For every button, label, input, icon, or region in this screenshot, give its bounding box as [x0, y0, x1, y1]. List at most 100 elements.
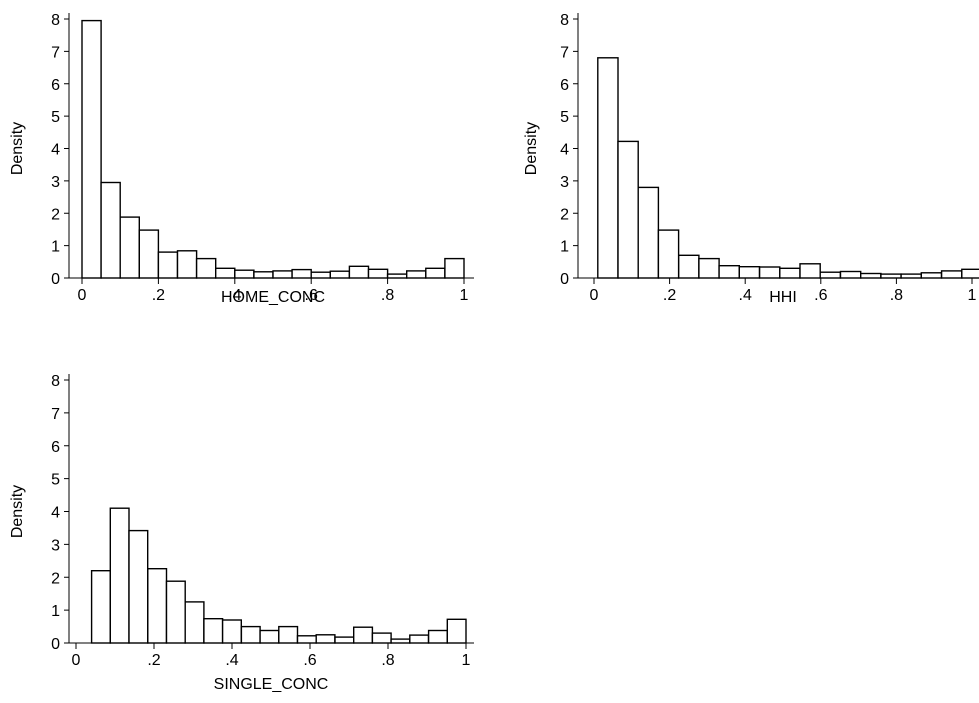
- x-tick-label: .6: [305, 287, 318, 304]
- histogram-bar: [81, 19, 102, 279]
- y-tick-label: 4: [51, 142, 60, 159]
- y-tick-label: 4: [560, 142, 569, 159]
- histogram-bar: [353, 626, 374, 644]
- histogram-bar: [819, 271, 842, 279]
- histogram-bar: [597, 57, 619, 279]
- histogram-bar: [718, 265, 740, 279]
- x-tick-label: .4: [739, 287, 752, 304]
- y-tick-label: 0: [51, 636, 60, 653]
- histogram-bar: [920, 272, 943, 279]
- histogram-bar: [109, 507, 130, 644]
- histogram-bar: [390, 638, 411, 644]
- x-tick-label: 0: [590, 287, 599, 304]
- x-tick-label: 1: [460, 287, 469, 304]
- x-axis-label: HHI: [769, 289, 797, 306]
- histogram-bar: [184, 601, 205, 644]
- histogram-bar: [278, 625, 299, 644]
- histogram-bar: [100, 181, 121, 279]
- histogram-bar: [657, 229, 680, 279]
- histogram-bar: [240, 625, 261, 644]
- histogram-bar: [386, 273, 408, 279]
- y-tick-label: 6: [51, 77, 60, 94]
- y-tick-label: 2: [51, 206, 60, 223]
- x-tick-label: 0: [72, 652, 81, 669]
- histogram-bar: [678, 254, 700, 279]
- x-tick-label: .2: [147, 652, 160, 669]
- histogram-bar: [367, 268, 389, 279]
- histogram-bar: [860, 272, 882, 279]
- histogram-bar: [253, 271, 274, 279]
- y-tick-label: 8: [51, 373, 60, 390]
- histogram-bar: [738, 266, 761, 279]
- histogram-bar: [880, 273, 902, 279]
- x-tick-label: .2: [152, 287, 165, 304]
- y-tick-label: 1: [560, 239, 569, 256]
- x-tick-label: 1: [462, 652, 471, 669]
- x-tick-label: .8: [381, 287, 394, 304]
- histogram-bar: [444, 257, 465, 279]
- histogram-bar: [425, 267, 446, 279]
- histogram-bar: [315, 634, 336, 644]
- histogram-bar: [203, 618, 224, 644]
- y-tick-label: 1: [51, 239, 60, 256]
- y-tick-label: 0: [51, 271, 60, 288]
- y-tick-label: 7: [51, 44, 60, 61]
- y-tick-label: 0: [560, 271, 569, 288]
- histogram-bar: [272, 270, 293, 279]
- histogram-bar: [291, 268, 312, 279]
- histogram-bar: [234, 269, 255, 279]
- histogram-bar: [195, 257, 217, 279]
- histogram-bar: [310, 271, 332, 279]
- y-tick-label: 4: [51, 505, 60, 522]
- histogram-bar: [409, 634, 430, 644]
- histogram-bar: [446, 618, 467, 644]
- y-tick-label: 3: [51, 537, 60, 554]
- y-tick-label: 8: [560, 12, 569, 29]
- histogram-bar: [296, 635, 317, 644]
- y-axis-label: Density: [9, 485, 26, 538]
- histogram-bar: [119, 216, 140, 279]
- y-tick-label: 5: [51, 472, 60, 489]
- x-tick-label: .4: [225, 652, 238, 669]
- x-tick-label: .8: [890, 287, 903, 304]
- histogram-bar: [371, 632, 392, 644]
- histogram-bar: [427, 629, 449, 644]
- histogram-bar: [961, 268, 979, 279]
- histogram-bar: [758, 266, 781, 279]
- x-axis-label: HOME_CONC: [221, 289, 325, 306]
- histogram-bar: [799, 263, 821, 279]
- x-tick-label: .6: [303, 652, 316, 669]
- histogram-bar: [839, 270, 862, 279]
- chart-panel-3: 0 1 2 3 4 5 6 7 8 0 .2 .4 .6 .8 1 SINGLE_CONC Density: [9, 373, 474, 693]
- histogram-bar: [138, 229, 160, 279]
- histogram-bar: [940, 270, 963, 279]
- y-axis-label: Density: [9, 122, 26, 175]
- x-tick-label: .2: [663, 287, 676, 304]
- histogram-bar: [698, 257, 720, 279]
- y-axis-label: Density: [523, 122, 540, 175]
- x-tick-label: .4: [228, 287, 241, 304]
- y-tick-label: 3: [51, 174, 60, 191]
- histogram-bar: [147, 568, 168, 644]
- histogram-bar: [259, 629, 280, 644]
- histogram-bar: [214, 267, 236, 279]
- y-tick-label: 3: [560, 174, 569, 191]
- y-tick-label: 6: [51, 439, 60, 456]
- histogram-bar: [779, 267, 801, 279]
- histogram-bar: [90, 570, 111, 644]
- y-tick-label: 2: [560, 206, 569, 223]
- histogram-bar: [900, 273, 922, 279]
- histogram-bar: [637, 186, 660, 279]
- x-tick-label: .6: [814, 287, 827, 304]
- histogram-bar: [176, 250, 198, 279]
- x-tick-label: .8: [381, 652, 394, 669]
- histogram-bar: [128, 529, 149, 644]
- x-axis-label: SINGLE_CONC: [214, 676, 329, 693]
- y-tick-label: 8: [51, 12, 60, 29]
- histogram-bar: [157, 251, 179, 279]
- histogram-bar: [221, 619, 243, 644]
- histogram-bar: [329, 270, 351, 279]
- x-tick-label: 1: [968, 287, 977, 304]
